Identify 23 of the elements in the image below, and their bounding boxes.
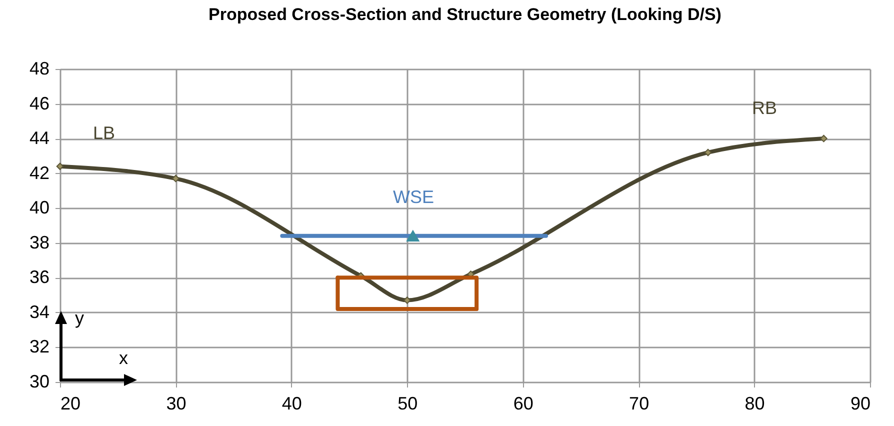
- y-tick-label: 46: [29, 93, 50, 114]
- y-tick-label: 34: [29, 302, 50, 322]
- x-tick-label: 70: [629, 394, 650, 414]
- y-tick-label: 32: [29, 336, 50, 357]
- y-tick-label: 30: [29, 372, 50, 392]
- annotation: x: [119, 348, 128, 368]
- y-tick-label: 44: [29, 128, 50, 148]
- y-tick-label: 40: [29, 198, 50, 218]
- y-tick-label: 42: [29, 162, 50, 183]
- annotation: y: [75, 308, 84, 328]
- x-tick-label: 20: [60, 394, 81, 414]
- x-tick-label: 90: [850, 394, 870, 414]
- x-tick-label: 50: [398, 394, 418, 414]
- x-tick-label: 30: [166, 394, 186, 414]
- annotation: RB: [752, 98, 778, 118]
- y-tick-label: 36: [29, 267, 50, 288]
- chart-title: Proposed Cross-Section and Structure Geometry (Looking D/S): [208, 5, 722, 24]
- x-tick-label: 80: [744, 394, 765, 414]
- y-tick-label: 48: [29, 58, 50, 78]
- x-tick-label: 40: [282, 394, 302, 414]
- annotation: LB: [93, 123, 116, 143]
- y-tick-label: 38: [29, 232, 50, 252]
- x-tick-label: 60: [513, 394, 534, 414]
